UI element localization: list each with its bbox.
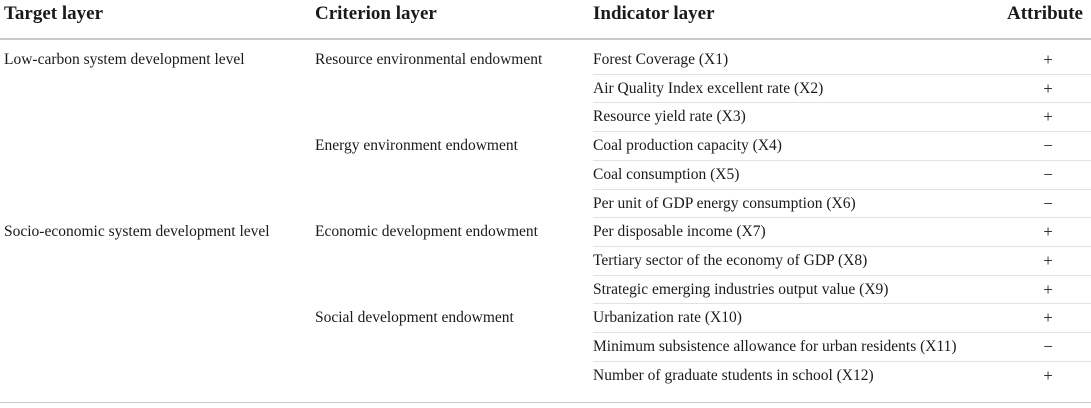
indicator-layer-cell: Coal production capacity (X4) (593, 137, 782, 155)
attribute-cell: + (1043, 250, 1053, 270)
target-layer-cell: Low-carbon system development level (4, 51, 245, 68)
attribute-cell: + (1043, 78, 1053, 98)
indicator-layer-cell: Number of graduate students in school (X… (593, 366, 874, 384)
header-attribute: Attribute (1007, 3, 1083, 24)
row-divider (593, 159, 1091, 161)
row-divider (593, 360, 1091, 362)
table-row: Strategic emerging industries output val… (0, 274, 1091, 310)
header-indicator-layer: Indicator layer (593, 3, 715, 24)
table-row: Resource yield rate (X3) + (0, 102, 1091, 137)
row-divider (593, 188, 1091, 190)
attribute-cell: − (1043, 164, 1053, 184)
header-target-layer: Target layer (4, 3, 104, 24)
table-header: Target layer Criterion layer Indicator l… (0, 0, 1091, 40)
table-row: Tertiary sector of the economy of GDP (X… (0, 245, 1091, 281)
indicator-layer-cell: Forest Coverage (X1) (593, 51, 729, 68)
table-row: Coal consumption (X5) − (0, 159, 1091, 195)
attribute-cell: + (1043, 107, 1053, 127)
row-divider (593, 102, 1091, 104)
table-row: Per unit of GDP energy consumption (X6) − (0, 188, 1091, 224)
criterion-layer-cell: Economic development endowment (315, 223, 538, 241)
row-divider (593, 274, 1091, 276)
criterion-layer-cell: Social development endowment (315, 309, 514, 327)
indicator-layer-cell: Urbanization rate (X10) (593, 309, 742, 327)
table-row: Air Quality Index excellent rate (X2) + (0, 73, 1091, 109)
indicator-layer-cell: Resource yield rate (X3) (593, 108, 746, 126)
attribute-cell: + (1043, 222, 1053, 242)
row-divider (593, 73, 1091, 75)
indicator-layer-cell: Per unit of GDP energy consumption (X6) (593, 194, 856, 212)
attribute-cell: + (1043, 50, 1053, 69)
table-row: Number of graduate students in school (X… (0, 360, 1091, 396)
indicator-layer-cell: Tertiary sector of the economy of GDP (X… (593, 251, 868, 269)
indicator-layer-cell: Coal consumption (X5) (593, 165, 740, 183)
header-criterion-layer: Criterion layer (315, 3, 437, 24)
indicator-layer-cell: Strategic emerging industries output val… (593, 280, 889, 298)
indicator-layer-cell: Air Quality Index excellent rate (X2) (593, 79, 824, 97)
attribute-cell: + (1043, 279, 1053, 299)
row-divider (593, 303, 1091, 305)
table-row: Low-carbon system development level Resou… (0, 51, 1091, 80)
row-divider (593, 332, 1091, 333)
criterion-layer-cell: Energy environment endowment (315, 137, 518, 155)
table-row: Social development endowment Urbanization… (0, 303, 1091, 338)
attribute-cell: − (1043, 136, 1053, 156)
attribute-cell: − (1043, 337, 1053, 356)
row-divider (593, 131, 1091, 133)
target-layer-cell: Socio-economic system development level (4, 223, 270, 241)
table-row: Energy environment endowment Coal product… (0, 131, 1091, 166)
attribute-cell: + (1043, 365, 1053, 385)
attribute-cell: − (1043, 193, 1053, 213)
attribute-cell: + (1043, 308, 1053, 328)
table-row: Socio-economic system development level E… (0, 217, 1091, 252)
criterion-layer-cell: Resource environmental endowment (315, 51, 543, 68)
indicator-layer-cell: Per disposable income (X7) (593, 223, 766, 241)
table-row: Minimum subsistence allowance for urban … (0, 332, 1091, 367)
table-bottom-rule (0, 402, 1091, 403)
indicator-layer-cell: Minimum subsistence allowance for urban … (593, 338, 957, 355)
row-divider (593, 245, 1091, 247)
row-divider (593, 217, 1091, 219)
